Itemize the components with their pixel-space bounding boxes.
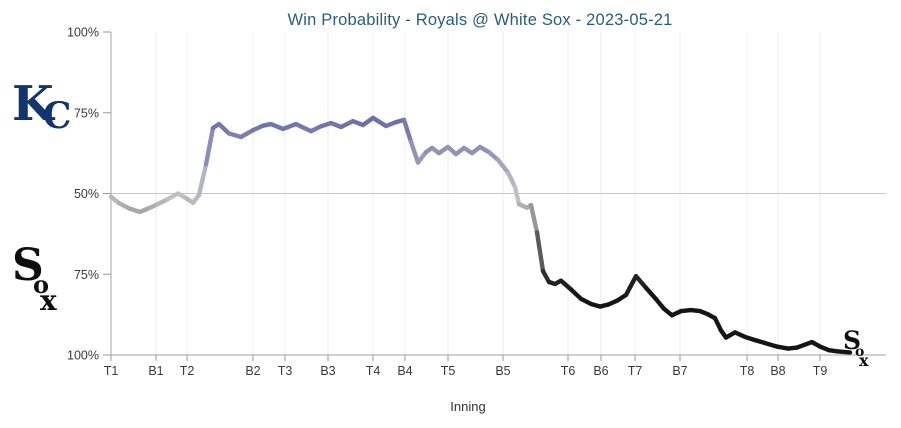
x-axis-tick-label: T8 bbox=[740, 364, 755, 378]
win-probability-line-segment bbox=[835, 349, 853, 355]
win-probability-line-segment bbox=[408, 139, 421, 165]
x-axis-title: Inning bbox=[450, 399, 486, 414]
win-probability-line-segment bbox=[712, 315, 724, 333]
win-probability-line-segment bbox=[370, 115, 389, 129]
x-axis-tick-label: T3 bbox=[278, 364, 293, 378]
win-probability-line-segment bbox=[338, 118, 356, 130]
y-axis-tick-label: 75% bbox=[74, 268, 99, 282]
win-probability-line-segment bbox=[794, 339, 815, 350]
x-axis-tick-label: B8 bbox=[770, 364, 785, 378]
win-probability-line-segment bbox=[528, 202, 540, 235]
win-probability-line-segment bbox=[203, 125, 216, 167]
win-probability-line-segment bbox=[534, 230, 546, 274]
chart-title: Win Probability - Royals @ White Sox - 2… bbox=[287, 11, 673, 29]
whitesox-logo-letter-s: S bbox=[12, 240, 44, 291]
win-probability-line-segment bbox=[568, 287, 584, 301]
win-probability-line-segment bbox=[623, 273, 639, 298]
whitesox-logo-letter-x: x bbox=[40, 284, 57, 317]
win-probability-line-segment bbox=[238, 127, 256, 140]
x-axis-tick-label: T4 bbox=[366, 364, 381, 378]
x-axis-tick-label: T5 bbox=[441, 364, 456, 378]
x-axis-tick-label: T9 bbox=[813, 364, 828, 378]
y-axis-tick-label: 50% bbox=[74, 187, 99, 201]
win-probability-line-segment bbox=[643, 285, 659, 302]
royals-logo-letter-c: C bbox=[42, 95, 72, 137]
whitesox-end-letter-x: x bbox=[859, 351, 869, 370]
x-axis-tick-label: B3 bbox=[320, 364, 335, 378]
x-axis-tick-label: T6 bbox=[561, 364, 576, 378]
x-axis-tick-label: B5 bbox=[495, 364, 510, 378]
x-axis-tick-label: B4 bbox=[397, 364, 412, 378]
win-probability-line-segment bbox=[512, 184, 522, 207]
x-axis-tick-label: T2 bbox=[180, 364, 195, 378]
win-probability-line-segment bbox=[196, 162, 209, 198]
whitesox-logo-line-end-marker: S o x bbox=[843, 328, 883, 384]
x-axis-tick-label: B2 bbox=[245, 364, 260, 378]
x-axis-tick-label: B7 bbox=[672, 364, 687, 378]
x-axis-tick-label: T1 bbox=[104, 364, 119, 378]
whitesox-end-letter-s: S bbox=[843, 326, 862, 355]
y-axis-tick-label: 100% bbox=[67, 26, 99, 40]
whitesox-logo: S o x bbox=[12, 244, 76, 332]
win-probability-line-segment bbox=[280, 121, 299, 132]
win-probability-line-segment bbox=[401, 117, 414, 145]
whitesox-logo-letter-o: o bbox=[33, 270, 50, 299]
win-probability-line-segment bbox=[633, 273, 649, 291]
y-axis-tick-label: 75% bbox=[74, 106, 99, 120]
win-probability-line-segment bbox=[216, 121, 232, 136]
win-probability-line-segment bbox=[558, 278, 574, 292]
royals-logo-letter-k: K bbox=[12, 76, 54, 132]
royals-kc-logo: KC bbox=[12, 80, 82, 144]
x-axis-tick-label: T7 bbox=[628, 364, 643, 378]
whitesox-end-letter-o: o bbox=[855, 344, 865, 360]
win-probability-line-segment bbox=[505, 170, 518, 190]
x-axis-tick-label: B6 bbox=[593, 364, 608, 378]
win-probability-line-segment bbox=[495, 157, 511, 175]
y-axis-tick-label: 100% bbox=[67, 349, 99, 363]
x-axis-tick-label: B1 bbox=[148, 364, 163, 378]
